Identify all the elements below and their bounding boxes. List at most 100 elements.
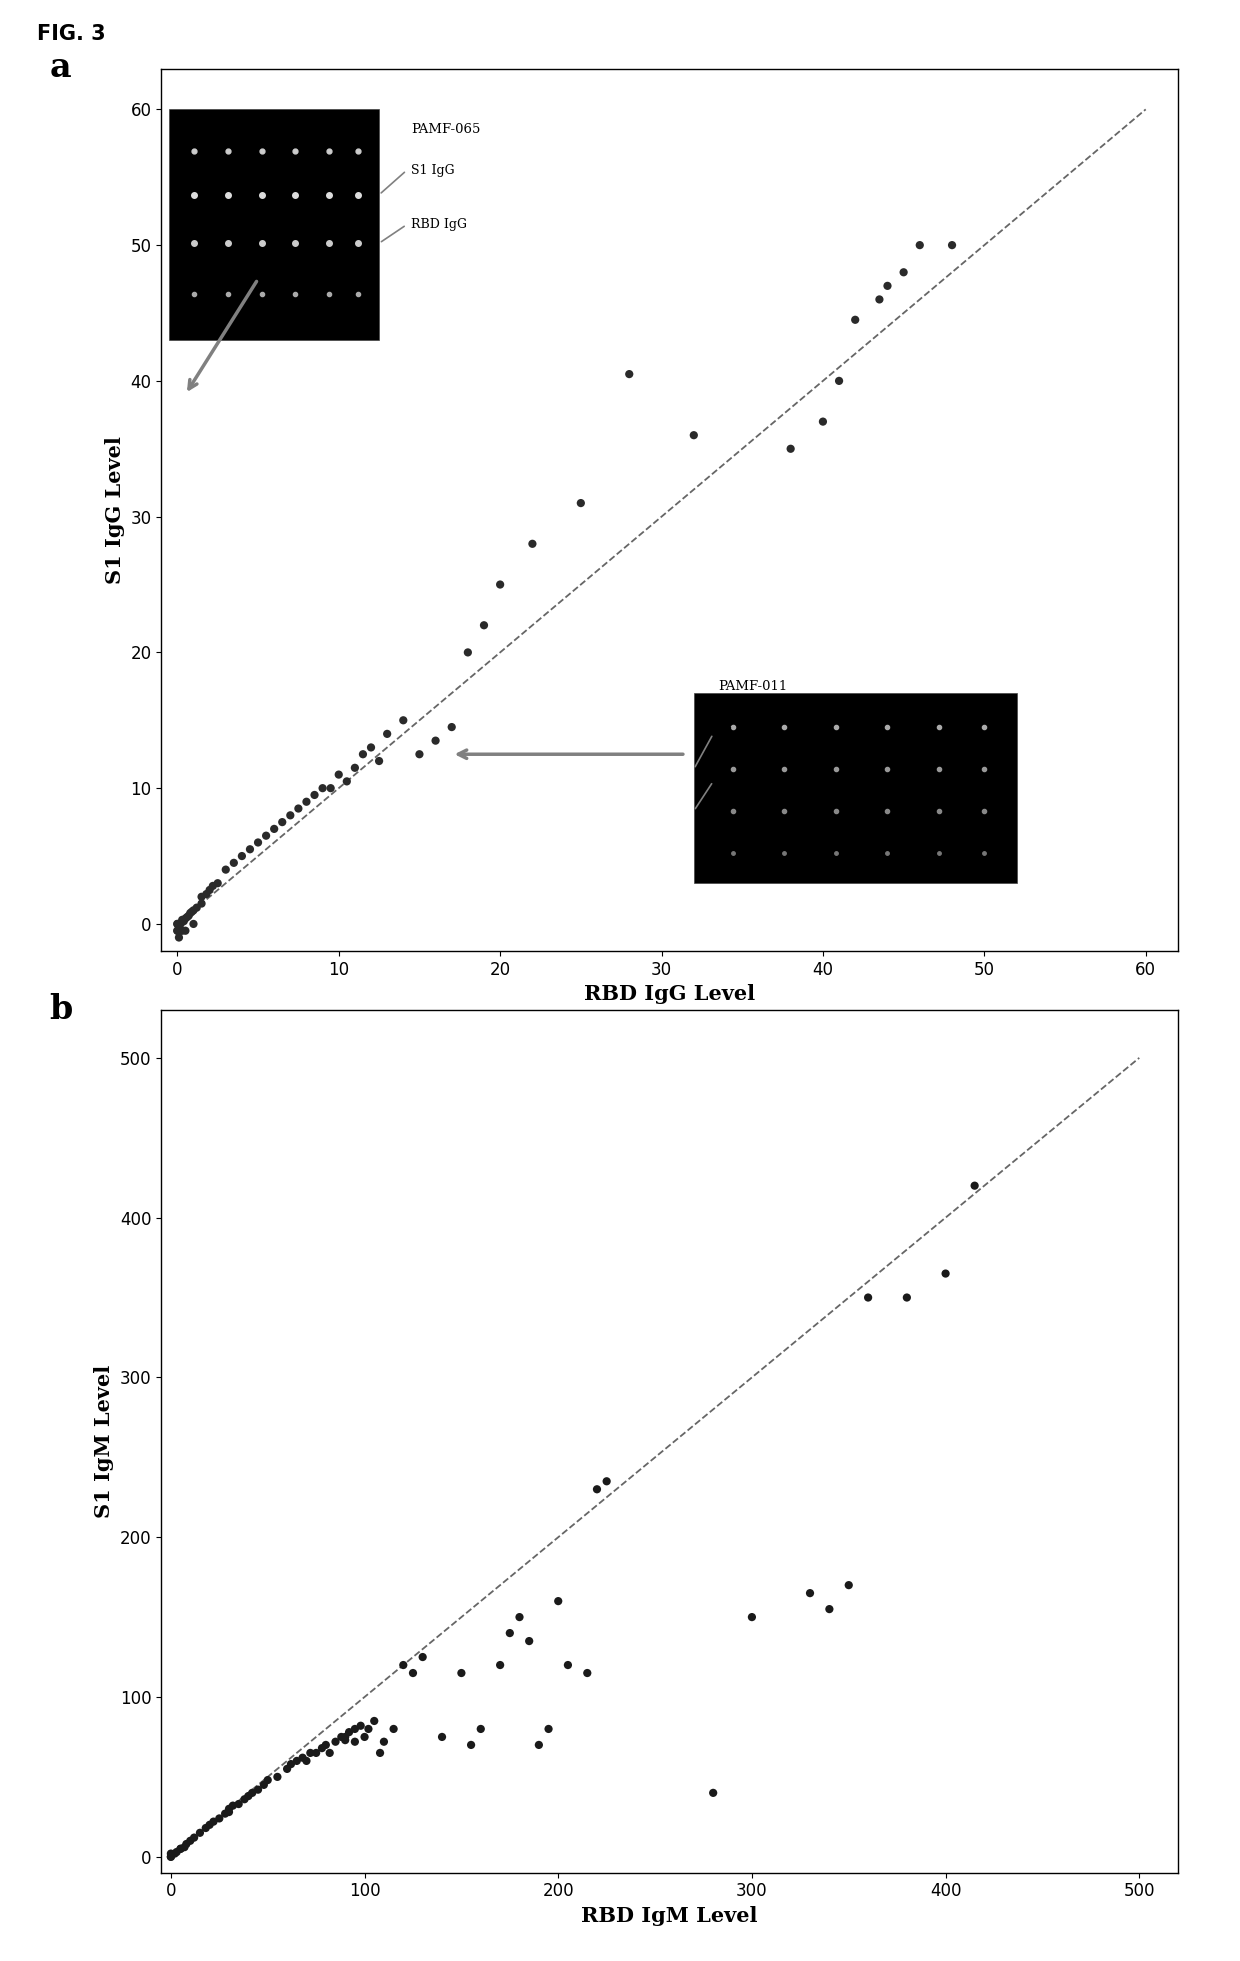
Point <box>425 726 445 757</box>
Point <box>203 871 223 902</box>
Point <box>869 284 889 316</box>
Point <box>878 271 898 302</box>
Point <box>351 1710 371 1741</box>
Point <box>570 488 590 520</box>
Point <box>257 820 277 851</box>
Point <box>171 908 191 939</box>
Point <box>830 365 849 396</box>
Point <box>374 1726 394 1757</box>
Point <box>619 359 639 390</box>
Point <box>458 637 477 669</box>
Point <box>175 1832 195 1863</box>
Point <box>273 806 293 837</box>
Point <box>474 610 494 641</box>
Point <box>268 1761 288 1792</box>
Point <box>161 1841 181 1873</box>
Point <box>167 908 187 939</box>
Point <box>936 1257 956 1288</box>
Y-axis label: S1 IgG Level: S1 IgG Level <box>105 435 125 584</box>
Text: RBD IgG: RBD IgG <box>718 775 774 788</box>
Point <box>241 833 260 865</box>
Point <box>377 718 397 749</box>
Point <box>161 1837 181 1869</box>
Point <box>910 229 930 261</box>
Point <box>596 1465 616 1496</box>
Point <box>184 894 203 926</box>
Point <box>169 916 188 947</box>
Point <box>192 880 212 912</box>
Point <box>490 569 510 600</box>
Point <box>232 841 252 873</box>
Text: PAMF-011: PAMF-011 <box>718 680 787 692</box>
Point <box>179 900 198 931</box>
Point <box>281 1749 301 1781</box>
Point <box>500 1618 520 1649</box>
Point <box>165 1837 185 1869</box>
Point <box>340 1716 360 1747</box>
Point <box>167 916 187 947</box>
Point <box>216 1798 236 1830</box>
Point <box>522 528 542 559</box>
Bar <box>170 110 379 339</box>
Point <box>200 1810 219 1841</box>
Point <box>846 304 866 335</box>
Point <box>838 1569 858 1600</box>
Point <box>174 906 193 937</box>
Point <box>345 1714 365 1745</box>
Point <box>161 1841 181 1873</box>
Point <box>781 433 801 465</box>
Point <box>320 1737 340 1769</box>
Point <box>337 765 357 796</box>
Point <box>800 1577 820 1608</box>
Point <box>171 916 191 947</box>
Point <box>196 1812 216 1843</box>
Point <box>176 902 196 933</box>
Point <box>171 1834 191 1865</box>
Point <box>166 1835 186 1867</box>
Point <box>703 1777 723 1808</box>
Point <box>321 773 341 804</box>
Point <box>258 1765 278 1796</box>
Point <box>312 773 332 804</box>
Point <box>684 420 704 451</box>
Point <box>171 1834 191 1865</box>
Point <box>224 847 244 879</box>
Point <box>742 1602 761 1634</box>
Point <box>238 1781 258 1812</box>
Point <box>190 1818 210 1849</box>
Point <box>184 908 203 939</box>
Point <box>587 1473 606 1504</box>
Point <box>355 1722 374 1753</box>
Point <box>335 1724 355 1755</box>
Point <box>254 1769 274 1800</box>
Point <box>296 786 316 818</box>
Point <box>196 879 216 910</box>
Point <box>210 1802 229 1834</box>
Point <box>335 1722 355 1753</box>
Text: PAMF-065: PAMF-065 <box>412 124 481 135</box>
Point <box>361 731 381 763</box>
X-axis label: RBD IgG Level: RBD IgG Level <box>584 984 755 1004</box>
Point <box>169 922 188 953</box>
Point <box>432 1722 451 1753</box>
Bar <box>694 692 1017 882</box>
Point <box>289 792 309 824</box>
Point <box>176 1828 196 1859</box>
Point <box>403 1657 423 1688</box>
Point <box>326 1726 346 1757</box>
Point <box>316 1730 336 1761</box>
Point <box>180 898 200 930</box>
Point <box>358 1714 378 1745</box>
Text: a: a <box>50 51 71 84</box>
Point <box>176 916 196 947</box>
Point <box>393 704 413 735</box>
Point <box>813 406 833 437</box>
Point <box>451 1657 471 1688</box>
X-axis label: RBD IgM Level: RBD IgM Level <box>582 1906 758 1926</box>
Point <box>490 1649 510 1681</box>
Point <box>242 1777 262 1808</box>
Point <box>305 779 325 810</box>
Point <box>409 739 429 771</box>
Y-axis label: S1 IgM Level: S1 IgM Level <box>94 1365 114 1518</box>
Point <box>219 1796 239 1828</box>
